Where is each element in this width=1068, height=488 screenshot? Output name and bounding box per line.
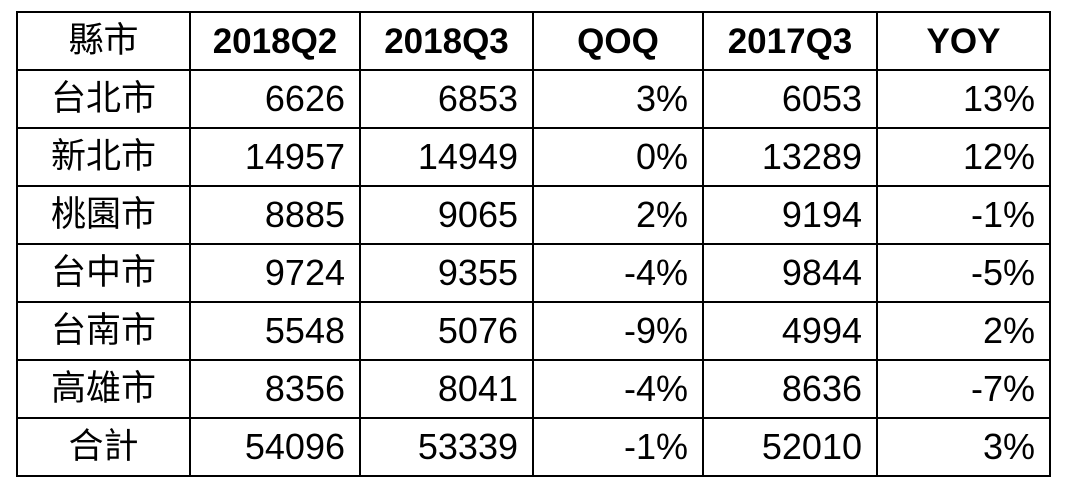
table-row: 桃園市 8885 9065 2% 9194 -1%: [16, 185, 1051, 245]
county-cell: 高雄市: [16, 359, 191, 419]
value-2017q3: 8636: [702, 359, 878, 419]
table-row: 高雄市 8356 8041 -4% 8636 -7%: [16, 359, 1051, 419]
value-yoy: -1%: [876, 185, 1051, 245]
value-2017q3: 4994: [702, 301, 878, 361]
value-2018q3: 6853: [359, 69, 534, 129]
value-2017q3: 13289: [702, 127, 878, 187]
table-row: 台北市 6626 6853 3% 6053 13%: [16, 69, 1051, 129]
total-row: 合計 54096 53339 -1% 52010 3%: [16, 417, 1051, 477]
value-2017q3: 6053: [702, 69, 878, 129]
value-qoq: -1%: [532, 417, 704, 477]
value-yoy: 2%: [876, 301, 1051, 361]
county-cell: 台北市: [16, 69, 191, 129]
value-yoy: 3%: [876, 417, 1051, 477]
table-row: 台南市 5548 5076 -9% 4994 2%: [16, 301, 1051, 361]
value-2018q2: 6626: [189, 69, 361, 129]
header-yoy: YOY: [876, 11, 1051, 71]
value-qoq: -4%: [532, 359, 704, 419]
value-2018q3: 9065: [359, 185, 534, 245]
value-2018q3: 14949: [359, 127, 534, 187]
value-qoq: 3%: [532, 69, 704, 129]
county-cell: 台南市: [16, 301, 191, 361]
county-cell: 新北市: [16, 127, 191, 187]
value-2018q2: 54096: [189, 417, 361, 477]
header-qoq: QOQ: [532, 11, 704, 71]
value-qoq: -4%: [532, 243, 704, 303]
total-label-cell: 合計: [16, 417, 191, 477]
table-row: 新北市 14957 14949 0% 13289 12%: [16, 127, 1051, 187]
value-qoq: 2%: [532, 185, 704, 245]
header-county: 縣市: [16, 11, 191, 71]
value-2018q2: 9724: [189, 243, 361, 303]
value-2017q3: 9844: [702, 243, 878, 303]
county-cell: 台中市: [16, 243, 191, 303]
value-2018q3: 53339: [359, 417, 534, 477]
value-yoy: 13%: [876, 69, 1051, 129]
value-2018q3: 5076: [359, 301, 534, 361]
value-2018q2: 14957: [189, 127, 361, 187]
header-2018q3: 2018Q3: [359, 11, 534, 71]
header-2017q3: 2017Q3: [702, 11, 878, 71]
value-yoy: 12%: [876, 127, 1051, 187]
value-2018q2: 5548: [189, 301, 361, 361]
value-2017q3: 52010: [702, 417, 878, 477]
county-cell: 桃園市: [16, 185, 191, 245]
value-2018q3: 8041: [359, 359, 534, 419]
table-row: 台中市 9724 9355 -4% 9844 -5%: [16, 243, 1051, 303]
value-yoy: -7%: [876, 359, 1051, 419]
value-2018q2: 8885: [189, 185, 361, 245]
value-qoq: 0%: [532, 127, 704, 187]
header-2018q2: 2018Q2: [189, 11, 361, 71]
header-row: 縣市 2018Q2 2018Q3 QOQ 2017Q3 YOY: [16, 11, 1051, 71]
value-yoy: -5%: [876, 243, 1051, 303]
value-2018q2: 8356: [189, 359, 361, 419]
value-qoq: -9%: [532, 301, 704, 361]
data-table: 縣市 2018Q2 2018Q3 QOQ 2017Q3 YOY 台北市 6626…: [16, 11, 1051, 477]
value-2018q3: 9355: [359, 243, 534, 303]
value-2017q3: 9194: [702, 185, 878, 245]
